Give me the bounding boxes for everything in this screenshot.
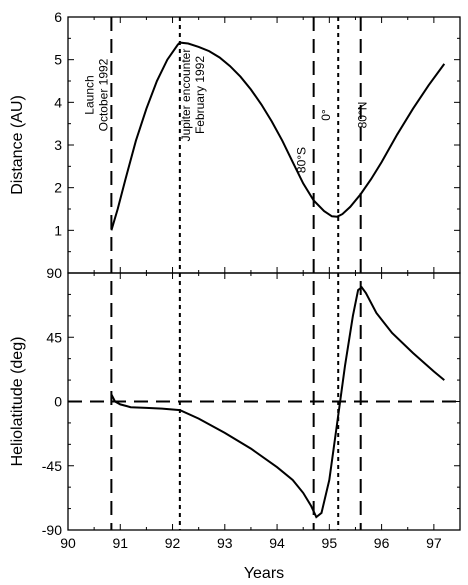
x-tick-label: 91: [112, 535, 128, 551]
x-tick-label: 92: [165, 535, 181, 551]
curves: [110, 41, 446, 519]
x-tick-label: 96: [374, 535, 390, 551]
heliolatitude-tick-label: -90: [42, 522, 62, 538]
distance-tick-label: 2: [54, 180, 62, 196]
distance-curve: [110, 41, 446, 231]
marker-label: 0°: [319, 109, 333, 121]
x-tick-label: 97: [426, 535, 442, 551]
y-axis-title-distance: Distance (AU): [9, 95, 26, 195]
heliolatitude-tick-label: 0: [54, 394, 62, 410]
heliolatitude-curve: [110, 285, 445, 519]
marker-label: 80°S: [295, 147, 309, 173]
distance-tick-label: 6: [54, 9, 62, 25]
marker-label: October 1992: [96, 58, 110, 131]
marker-label: Jupiter encounter: [179, 49, 193, 142]
distance-tick-label: 1: [54, 222, 62, 238]
heliolatitude-tick-label: 45: [46, 329, 62, 345]
heliolatitude-tick-label: -45: [42, 458, 62, 474]
marker-label: Launch: [82, 75, 96, 114]
x-tick-label: 95: [322, 535, 338, 551]
distance-tick-label: 4: [54, 94, 62, 110]
x-tick-label: 93: [217, 535, 233, 551]
x-tick-label: 94: [269, 535, 285, 551]
heliolatitude-tick-label: 90: [46, 265, 62, 281]
x-tick-label: 90: [60, 535, 76, 551]
distance-tick-label: 5: [54, 52, 62, 68]
distance-tick-label: 3: [54, 137, 62, 153]
marker-label: 80°N: [356, 102, 370, 129]
marker-label: February 1992: [193, 56, 207, 134]
distance-panel: [67, 16, 461, 274]
vertical-markers: [68, 17, 460, 530]
x-axis-title: Years: [244, 565, 284, 582]
y-axis-title-heliolatitude: Heliolatitude (deg): [9, 337, 26, 467]
distance-frame: [67, 16, 461, 274]
